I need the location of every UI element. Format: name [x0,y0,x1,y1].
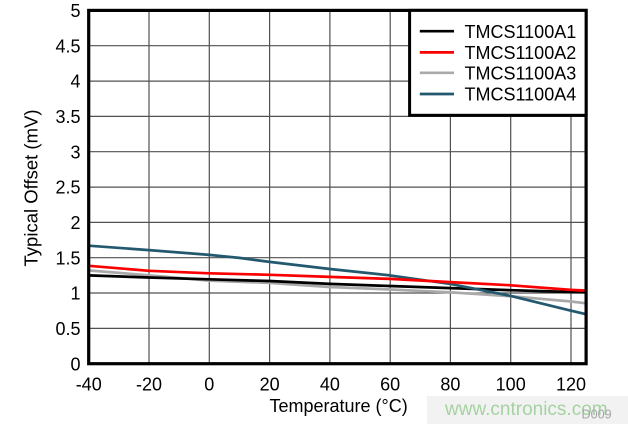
svg-text:3: 3 [70,142,80,162]
svg-text:60: 60 [380,374,400,394]
svg-text:Temperature (°C): Temperature (°C) [269,396,407,416]
svg-text:1: 1 [70,284,80,304]
svg-text:80: 80 [440,374,460,394]
svg-text:0: 0 [70,354,80,374]
svg-text:-20: -20 [136,374,162,394]
svg-text:www.cntronics.com: www.cntronics.com [444,399,608,420]
svg-text:3.5: 3.5 [55,107,80,127]
svg-text:0: 0 [204,374,214,394]
svg-text:5: 5 [70,1,80,21]
svg-text:40: 40 [320,374,340,394]
svg-text:1.5: 1.5 [55,248,80,268]
svg-text:120: 120 [556,374,586,394]
svg-text:4: 4 [70,72,80,92]
svg-text:D009: D009 [582,407,612,421]
svg-text:20: 20 [260,374,280,394]
svg-text:2: 2 [70,213,80,233]
svg-text:0.5: 0.5 [55,319,80,339]
svg-text:TMCS1100A1: TMCS1100A1 [465,22,577,42]
svg-text:-40: -40 [76,374,102,394]
svg-text:4.5: 4.5 [55,36,80,56]
svg-text:TMCS1100A2: TMCS1100A2 [465,43,577,63]
svg-text:TMCS1100A3: TMCS1100A3 [465,63,577,83]
svg-text:100: 100 [496,374,526,394]
svg-text:Typical Offset (mV): Typical Offset (mV) [21,110,42,267]
svg-text:TMCS1100A4: TMCS1100A4 [465,85,577,105]
svg-text:2.5: 2.5 [55,178,80,198]
